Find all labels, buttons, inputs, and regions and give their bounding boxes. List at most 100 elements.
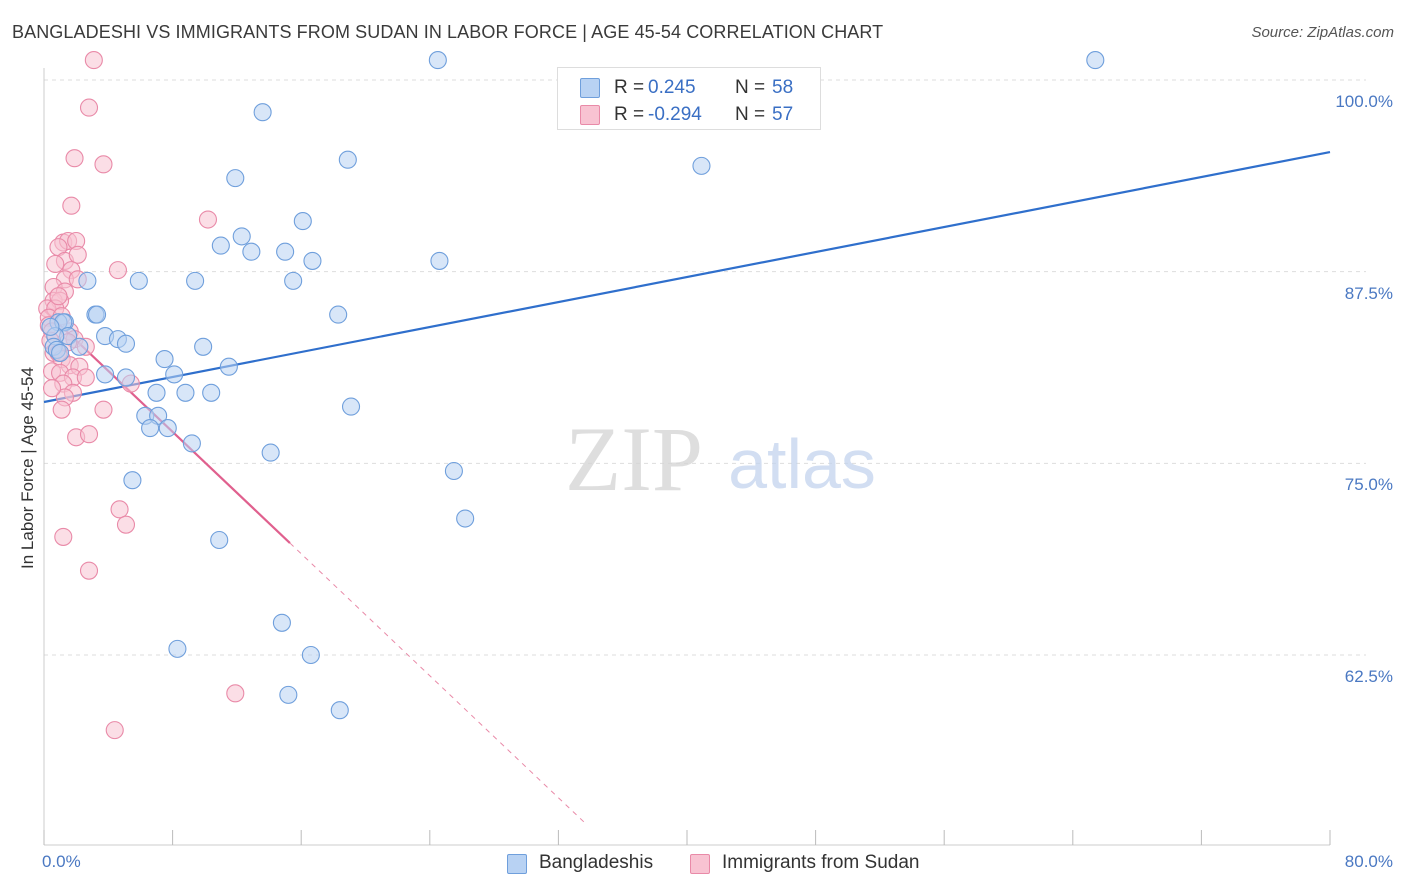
- data-point-bangladeshi: [129, 271, 148, 290]
- legend-r-label: R =: [614, 104, 645, 125]
- source-label: Source: ZipAtlas.com: [1251, 24, 1394, 41]
- y-tick-label: 75.0%: [1344, 475, 1393, 495]
- data-point-bangladeshi: [202, 383, 221, 402]
- x-tick-label-min: 0.0%: [42, 852, 81, 871]
- data-point-bangladeshi: [330, 701, 349, 720]
- data-point-bangladeshi: [155, 350, 174, 369]
- data-point-bangladeshi: [430, 251, 449, 270]
- y-tick-label: 87.5%: [1344, 283, 1393, 303]
- data-point-sudan: [68, 245, 87, 264]
- data-point-bangladeshi: [176, 383, 195, 402]
- legend-label-bangladeshis: Bangladeshis: [539, 852, 654, 873]
- data-point-sudan: [198, 210, 218, 229]
- data-point-bangladeshi: [293, 212, 312, 231]
- data-point-bangladeshi: [194, 337, 213, 356]
- trend-line-bangladeshis: [43, 150, 1331, 404]
- data-point-bangladeshi: [87, 305, 107, 324]
- legend-n-value: 58: [772, 77, 794, 98]
- data-point-sudan: [52, 400, 71, 419]
- data-point-bangladeshi: [123, 471, 142, 490]
- data-point-bangladeshi: [253, 103, 272, 122]
- data-point-sudan: [94, 400, 113, 419]
- data-point-sudan: [94, 155, 113, 174]
- axes: [43, 68, 1331, 846]
- data-point-bangladeshi: [147, 383, 166, 402]
- data-point-sudan: [54, 527, 73, 546]
- legend-swatch-blue: [580, 78, 600, 98]
- data-point-sudan: [79, 561, 99, 580]
- data-point-bangladeshi: [219, 357, 238, 376]
- data-point-bangladeshi: [279, 685, 298, 704]
- chart-title: BANGLADESHI VS IMMIGRANTS FROM SUDAN IN …: [12, 22, 884, 42]
- data-point-bangladeshi: [428, 51, 447, 70]
- x-tick-label-max: 80.0%: [1344, 852, 1393, 871]
- data-point-sudan: [116, 515, 136, 534]
- data-point-bangladeshi: [303, 251, 322, 270]
- data-point-bangladeshi: [232, 227, 251, 246]
- data-point-sudan: [105, 721, 124, 740]
- legend-n-value: 57: [772, 104, 794, 125]
- data-point-bangladeshi: [261, 443, 280, 462]
- y-axis-label: In Labor Force | Age 45-54: [18, 367, 37, 569]
- data-point-sudan: [110, 500, 129, 519]
- data-point-bangladeshi: [96, 365, 115, 384]
- data-point-bangladeshi: [210, 530, 229, 550]
- correlation-legend: R = 0.245 N = 58 R = -0.294 N = 57: [557, 67, 821, 130]
- data-point-bangladeshi: [116, 368, 136, 387]
- data-point-sudan: [49, 287, 68, 306]
- series-bangladeshis-points: [41, 51, 1105, 720]
- data-point-sudan: [84, 51, 103, 70]
- data-point-bangladeshi: [41, 317, 60, 336]
- data-point-bangladeshi: [242, 242, 261, 261]
- data-point-bangladeshi: [456, 509, 475, 528]
- y-tick-label: 100.0%: [1335, 92, 1393, 111]
- legend-n-label: N =: [735, 77, 766, 98]
- legend-swatch-pink: [690, 854, 710, 874]
- data-point-bangladeshi: [692, 156, 711, 175]
- data-point-bangladeshi: [165, 365, 184, 384]
- data-point-sudan: [46, 254, 65, 274]
- data-point-bangladeshi: [78, 271, 97, 290]
- data-point-sudan: [108, 261, 127, 280]
- data-point-bangladeshi: [444, 461, 463, 481]
- data-point-sudan: [65, 149, 84, 168]
- data-point-sudan: [62, 196, 81, 215]
- data-point-bangladeshi: [301, 645, 320, 665]
- data-point-bangladeshi: [338, 150, 357, 169]
- watermark-atlas: atlas: [728, 425, 876, 503]
- legend-r-value: 0.245: [648, 77, 696, 98]
- legend-r-label: R =: [614, 77, 645, 98]
- data-point-bangladeshi: [168, 639, 187, 658]
- data-point-bangladeshi: [284, 271, 303, 290]
- data-point-bangladeshi: [70, 337, 89, 356]
- data-point-bangladeshi: [329, 305, 348, 324]
- data-point-sudan: [79, 98, 99, 117]
- legend-r-value: -0.294: [648, 104, 702, 125]
- data-point-sudan: [76, 368, 95, 387]
- legend-n-label: N =: [735, 104, 766, 125]
- legend-label-sudan: Immigrants from Sudan: [722, 852, 920, 873]
- data-point-bangladeshi: [211, 236, 230, 255]
- data-point-bangladeshi: [276, 242, 295, 261]
- data-point-bangladeshi: [51, 343, 70, 362]
- legend-swatch-pink: [580, 105, 600, 125]
- data-point-bangladeshi: [1086, 51, 1105, 70]
- watermark-zip: ZIP: [565, 408, 703, 510]
- data-point-bangladeshi: [158, 419, 177, 438]
- y-tick-label: 62.5%: [1344, 667, 1393, 686]
- data-point-bangladeshi: [341, 397, 361, 416]
- data-point-sudan: [42, 379, 62, 398]
- trend-line-bangladeshis-segment: [43, 150, 1331, 404]
- legend-row-bangladeshis: R = 0.245 N = 58: [558, 75, 820, 101]
- data-point-sudan: [226, 684, 245, 703]
- data-point-bangladeshi: [226, 169, 245, 188]
- data-point-bangladeshi: [182, 434, 201, 453]
- legend-swatch-blue: [507, 854, 527, 874]
- data-point-bangladeshi: [186, 271, 205, 290]
- legend-row-sudan: R = -0.294 N = 57: [558, 102, 820, 128]
- data-point-bangladeshi: [141, 419, 160, 438]
- data-point-bangladeshi: [272, 613, 291, 632]
- data-point-bangladeshi: [116, 334, 136, 353]
- data-point-sudan: [79, 425, 99, 444]
